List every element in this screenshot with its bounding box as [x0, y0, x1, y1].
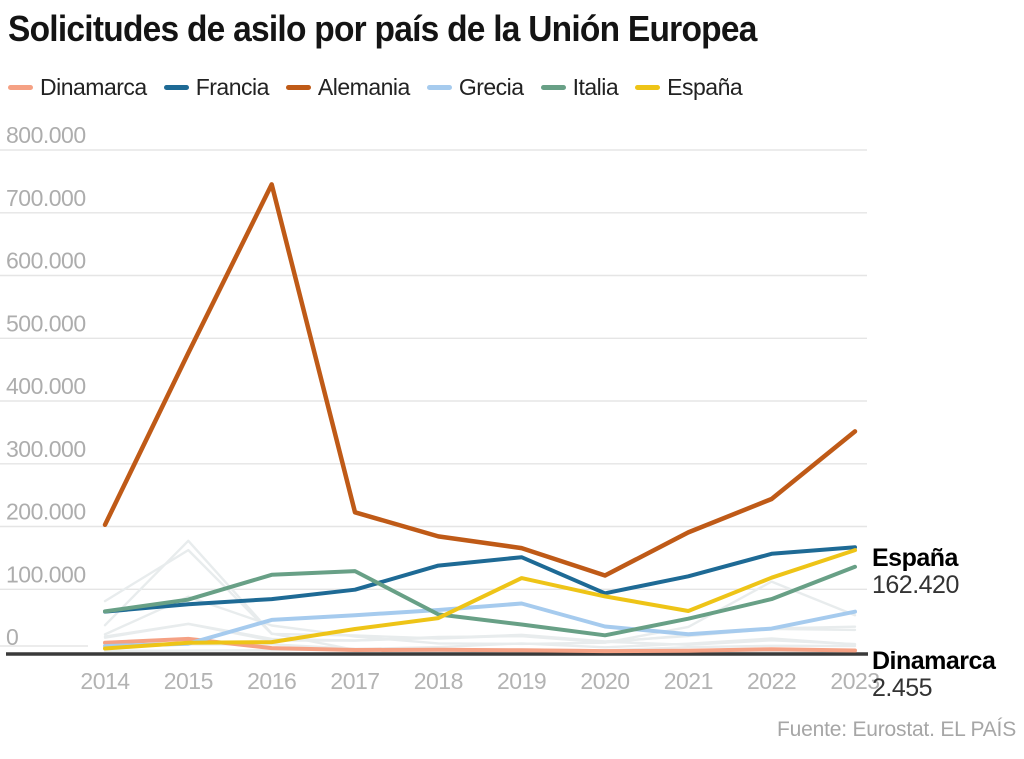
annotation-dinamarca-value: 2.455: [872, 674, 933, 702]
source-label: Fuente: Eurostat.: [777, 718, 935, 741]
x-tick-label: 2021: [664, 668, 713, 694]
x-tick-label: 2023: [830, 668, 879, 694]
y-tick-label: 0: [6, 624, 18, 650]
x-tick-label: 2022: [747, 668, 796, 694]
x-tick-label: 2015: [164, 668, 213, 694]
background-line-otros-5: [103, 622, 857, 643]
y-tick-label: 200.000: [6, 499, 86, 525]
line-italia: [103, 564, 857, 638]
legend-item-espaa: España: [635, 74, 743, 101]
legend-label: Francia: [195, 74, 270, 100]
legend-item-italia: Italia: [540, 74, 619, 101]
legend-item-francia: Francia: [163, 74, 270, 101]
x-tick-label: 2019: [497, 668, 546, 694]
y-tick-label: 400.000: [6, 373, 86, 399]
legend-swatch: [540, 85, 566, 90]
annotation-dinamarca-label: Dinamarca: [872, 647, 996, 675]
x-axis-labels: 2014 2015 2016 2017 2018 2019 2020 2021 2022 2023: [80, 668, 880, 694]
legend-swatch: [163, 85, 189, 90]
line-alemania: [102, 182, 858, 578]
source-credit: Fuente: Eurostat. EL PAÍS: [777, 718, 1016, 742]
y-axis-labels: 800.000 700.000 600.000 500.000 400.000 300.0…: [6, 122, 86, 650]
legend-label: Grecia: [458, 74, 524, 100]
legend-swatch: [426, 85, 452, 90]
y-tick-label: 600.000: [6, 248, 86, 274]
annotation-espana-label: España: [872, 544, 958, 572]
y-tick-label: 700.000: [6, 185, 86, 211]
x-tick-label: 2014: [80, 668, 130, 694]
legend-item-grecia: Grecia: [426, 74, 524, 101]
gridlines: [0, 149, 867, 647]
x-tick-label: 2020: [580, 668, 629, 694]
legend-label: España: [667, 74, 743, 100]
background-line-otros-6: [103, 637, 857, 653]
legend-swatch: [285, 85, 311, 90]
y-tick-label: 500.000: [6, 310, 86, 336]
legend-item-alemania: Alemania: [285, 74, 410, 101]
page-title: Solicitudes de asilo por país de la Unió…: [8, 8, 757, 49]
legend-swatch: [8, 85, 33, 90]
series-lines: [102, 182, 858, 654]
annotation-dinamarca: Dinamarca 2.455: [872, 648, 1024, 702]
annotation-espana: España 162.420: [872, 545, 1024, 599]
x-tick-label: 2017: [330, 668, 379, 694]
line-grecia: [103, 601, 857, 649]
legend-label: Alemania: [317, 74, 410, 100]
x-tick-label: 2016: [247, 668, 296, 694]
y-tick-label: 800.000: [6, 122, 86, 148]
brand-label: EL PAÍS: [940, 718, 1016, 741]
x-tick-label: 2018: [414, 668, 463, 694]
line-francia: [103, 545, 857, 614]
annotation-espana-value: 162.420: [872, 571, 959, 599]
legend: Dinamarca Francia Alemania Grecia Italia Espa…: [8, 74, 743, 101]
legend-item-dinamarca: Dinamarca: [8, 74, 147, 101]
legend-label: Dinamarca: [40, 74, 147, 100]
background-line-otros-3: [103, 580, 857, 646]
legend-label: Italia: [572, 74, 619, 100]
line-espaa: [103, 548, 857, 651]
legend-swatch: [635, 85, 661, 90]
y-tick-label: 100.000: [6, 561, 86, 587]
y-tick-label: 300.000: [6, 436, 86, 462]
